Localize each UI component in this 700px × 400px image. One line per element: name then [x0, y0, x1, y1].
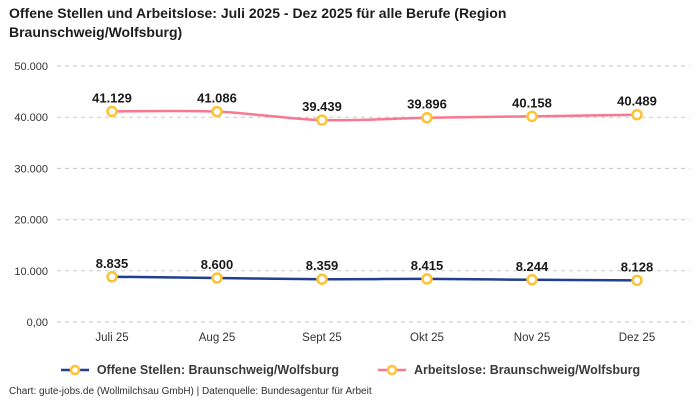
data-point-label: 8.244: [516, 259, 549, 274]
data-point-marker-offene-stellen[interactable]: [421, 273, 433, 285]
data-point-marker-arbeitslose[interactable]: [421, 111, 433, 124]
data-point-label: 39.439: [302, 99, 342, 114]
data-point-marker-arbeitslose[interactable]: [526, 110, 538, 123]
data-point-label: 41.129: [92, 90, 132, 105]
legend-label-offene-stellen: Offene Stellen: Braunschweig/Wolfsburg: [96, 363, 339, 377]
data-point-label: 8.835: [96, 256, 129, 271]
data-point-label: 40.158: [512, 95, 552, 110]
legend-item-offene-stellen[interactable]: Offene Stellen: Braunschweig/Wolfsburg: [60, 363, 339, 377]
data-point-marker-arbeitslose[interactable]: [631, 108, 643, 121]
y-axis-tick-label: 10.000: [14, 266, 48, 278]
data-point-marker-arbeitslose[interactable]: [316, 114, 328, 126]
data-point-marker-offene-stellen[interactable]: [211, 272, 223, 284]
data-point-marker-arbeitslose[interactable]: [106, 105, 118, 118]
data-point-label: 8.415: [411, 258, 444, 273]
data-point-marker-offene-stellen[interactable]: [631, 274, 643, 287]
page-title: Offene Stellen und Arbeitslose: Juli 202…: [9, 5, 507, 40]
legend-item-arbeitslose[interactable]: Arbeitslose: Braunschweig/Wolfsburg: [377, 363, 640, 377]
legend-line-marker-icon: [377, 364, 406, 376]
series-line-offene-stellen: [110, 275, 639, 282]
x-axis-tick-label: Sept 25: [302, 332, 342, 344]
x-axis-tick-label: Aug 25: [199, 332, 235, 344]
data-point-label: 40.489: [617, 94, 657, 109]
attribution-text: Chart: gute-jobs.de (Wollmilchsau GmbH) …: [9, 386, 372, 397]
data-point-marker-offene-stellen[interactable]: [316, 273, 328, 285]
data-point-label: 8.359: [306, 258, 339, 273]
y-axis-tick-label: 0,00: [27, 317, 48, 329]
y-axis-tick-label: 30.000: [14, 163, 48, 175]
legend-label-arbeitslose: Arbeitslose: Braunschweig/Wolfsburg: [413, 363, 641, 377]
data-point-marker-offene-stellen[interactable]: [106, 271, 118, 283]
data-point-label: 8.600: [201, 257, 234, 272]
data-point-marker-arbeitslose[interactable]: [211, 105, 223, 118]
series-line-arbeitslose: [110, 109, 639, 122]
legend-line-marker-icon: [60, 364, 89, 376]
x-axis-tick-label: Nov 25: [514, 332, 550, 344]
y-axis-tick-label: 50.000: [14, 61, 48, 73]
data-point-marker-offene-stellen[interactable]: [526, 274, 538, 286]
data-point-label: 41.086: [197, 91, 237, 106]
data-point-label: 39.896: [407, 97, 447, 112]
y-axis-tick-label: 40.000: [14, 112, 48, 124]
x-axis-tick-label: Juli 25: [95, 332, 128, 344]
y-axis-tick-label: 20.000: [14, 215, 48, 227]
chart-legend: Offene Stellen: Braunschweig/Wolfsburg A…: [0, 360, 700, 380]
x-axis-tick-label: Dez 25: [619, 332, 655, 344]
x-axis-tick-label: Okt 25: [410, 332, 444, 344]
data-point-label: 8.128: [621, 259, 654, 274]
